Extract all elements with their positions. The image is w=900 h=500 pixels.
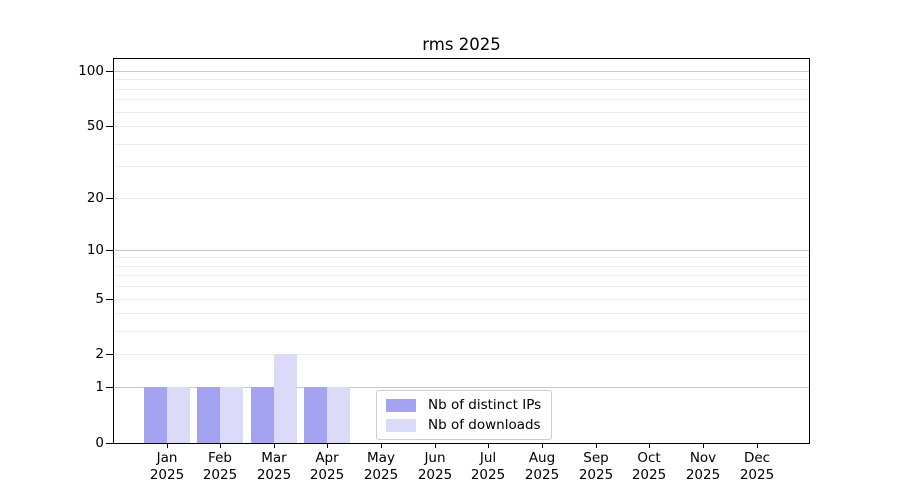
gridline-minor — [114, 331, 809, 333]
x-axis-tick — [327, 444, 328, 448]
legend-label-downloads: Nb of downloads — [428, 417, 541, 433]
chart-title: rms 2025 — [422, 35, 501, 54]
gridline-minor — [114, 257, 809, 259]
y-tick-label: 1 — [95, 379, 104, 395]
y-axis-tick — [106, 198, 113, 199]
legend: Nb of distinct IPs Nb of downloads — [376, 390, 553, 440]
y-tick-label: 10 — [86, 242, 104, 258]
y-tick-label: 50 — [86, 118, 104, 134]
x-axis-tick — [220, 444, 221, 448]
bar-distinct-ips-mar — [250, 387, 274, 443]
y-tick-label: 5 — [95, 291, 104, 307]
x-tick-label: Jul 2025 — [470, 450, 506, 483]
y-tick-label: 2 — [95, 346, 104, 362]
y-axis-tick — [106, 387, 113, 388]
gridline-minor — [114, 99, 809, 101]
legend-swatch-distinct-ips — [386, 398, 416, 412]
gridline-minor — [114, 88, 809, 90]
legend-swatch-downloads — [386, 418, 416, 432]
plot-area — [113, 58, 810, 444]
x-tick-label: May 2025 — [363, 450, 399, 483]
y-axis-tick — [106, 71, 113, 72]
x-axis-tick — [274, 444, 275, 448]
y-axis-tick — [106, 443, 113, 444]
gridline-minor — [114, 197, 809, 199]
x-axis-tick — [435, 444, 436, 448]
legend-entry-distinct-ips: Nb of distinct IPs — [386, 397, 541, 413]
legend-label-distinct-ips: Nb of distinct IPs — [428, 397, 542, 413]
gridline-minor — [114, 166, 809, 168]
x-axis-tick — [596, 444, 597, 448]
x-tick-label: Sep 2025 — [578, 450, 614, 483]
x-axis-tick — [488, 444, 489, 448]
y-tick-label: 20 — [86, 190, 104, 206]
bar-downloads-apr — [327, 387, 351, 443]
gridline-minor — [114, 313, 809, 315]
x-tick-label: Feb 2025 — [202, 450, 238, 483]
gridline-minor — [114, 111, 809, 113]
y-tick-label: 100 — [78, 63, 104, 79]
gridline-minor — [114, 286, 809, 288]
x-axis-tick — [167, 444, 168, 448]
x-tick-label: Aug 2025 — [524, 450, 560, 483]
x-axis-tick — [542, 444, 543, 448]
x-tick-label: Nov 2025 — [685, 450, 721, 483]
bar-distinct-ips-feb — [197, 387, 221, 443]
x-tick-label: Jun 2025 — [417, 450, 453, 483]
gridline-minor — [114, 143, 809, 145]
x-tick-label: Oct 2025 — [631, 450, 667, 483]
x-tick-label: Dec 2025 — [739, 450, 775, 483]
gridline-major — [114, 249, 809, 251]
x-axis-tick — [757, 444, 758, 448]
gridline-minor — [114, 275, 809, 277]
y-axis-tick — [106, 299, 113, 300]
gridline-minor — [114, 265, 809, 267]
x-tick-label: Jan 2025 — [149, 450, 185, 483]
x-axis-tick — [381, 444, 382, 448]
x-axis-tick — [703, 444, 704, 448]
legend-entry-downloads: Nb of downloads — [386, 417, 541, 433]
x-tick-label: Mar 2025 — [256, 450, 292, 483]
gridline-minor — [114, 298, 809, 300]
y-axis-tick — [106, 126, 113, 127]
bar-downloads-feb — [220, 387, 244, 443]
y-axis-tick — [106, 354, 113, 355]
gridline-minor — [114, 79, 809, 81]
bar-downloads-mar — [273, 354, 297, 443]
y-tick-label: 0 — [95, 435, 104, 451]
gridline-major — [114, 387, 809, 389]
gridline-minor — [114, 354, 809, 356]
gridline-minor — [114, 126, 809, 127]
bar-distinct-ips-jan — [143, 387, 167, 443]
y-axis-tick — [106, 250, 113, 251]
bar-downloads-jan — [166, 387, 190, 443]
gridline-major — [114, 70, 809, 72]
bar-distinct-ips-apr — [304, 387, 328, 443]
x-tick-label: Apr 2025 — [309, 450, 345, 483]
x-axis-tick — [649, 444, 650, 448]
